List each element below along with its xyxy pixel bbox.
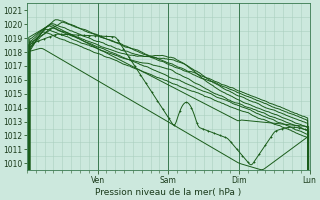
X-axis label: Pression niveau de la mer( hPa ): Pression niveau de la mer( hPa ) (95, 188, 241, 197)
